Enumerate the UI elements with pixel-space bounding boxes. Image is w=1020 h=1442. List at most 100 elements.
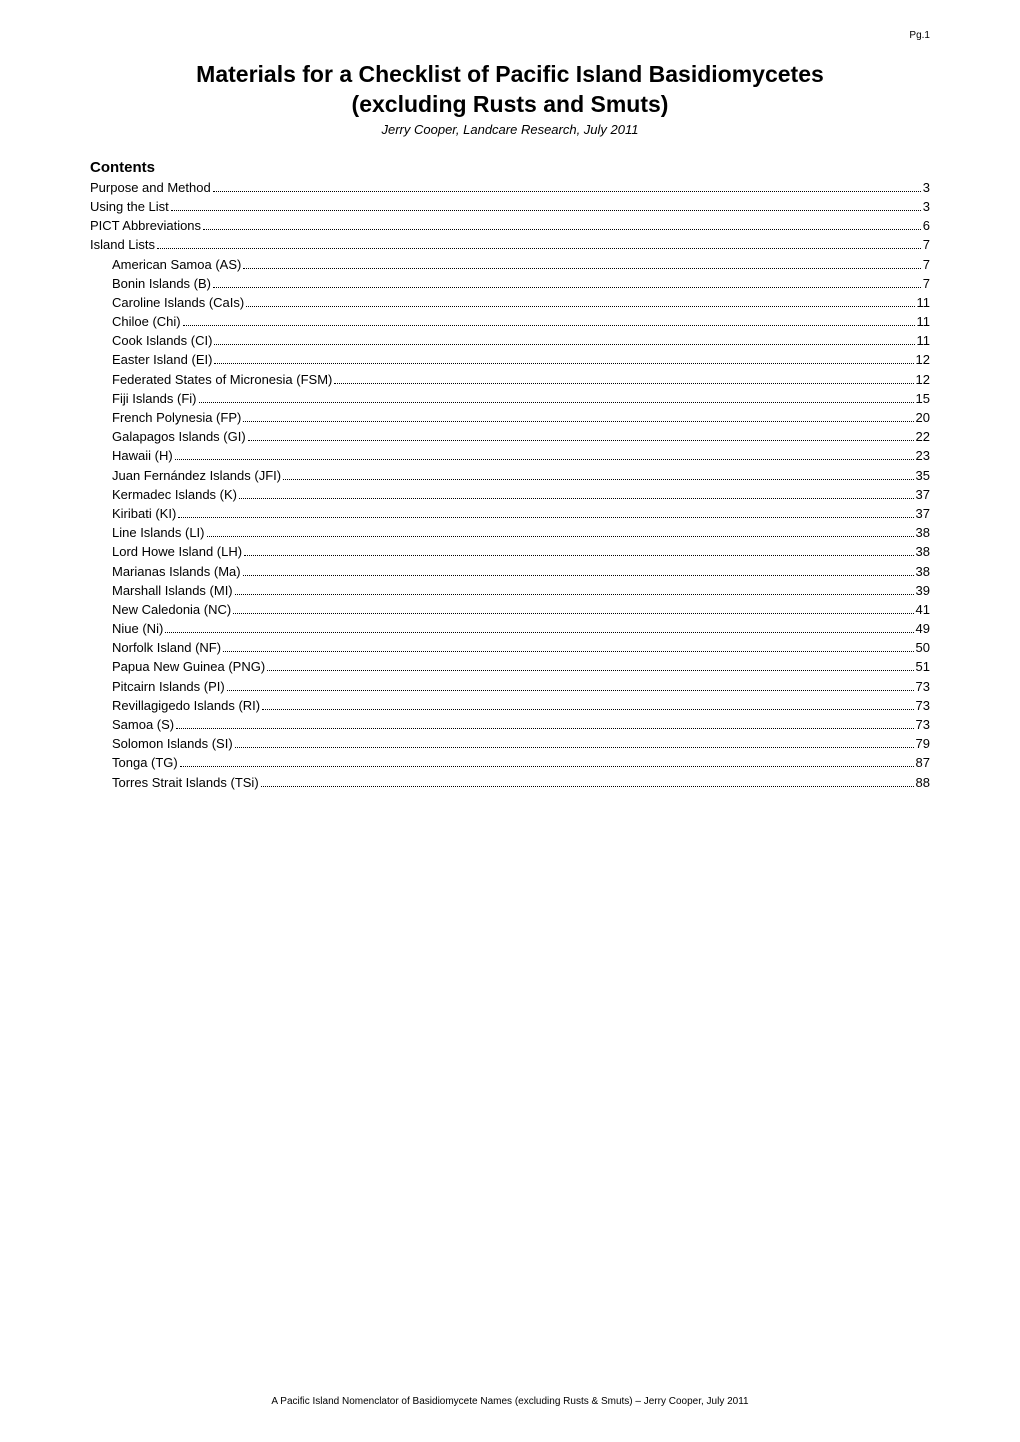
toc-entry-label: Norfolk Island (NF) (112, 640, 221, 655)
toc-entry: Solomon Islands (SI)79 (90, 736, 930, 751)
toc-leader (165, 632, 913, 633)
toc-entry: Samoa (S) 73 (90, 717, 930, 732)
toc-leader (207, 536, 914, 537)
toc-entry-label: Bonin Islands (B) (112, 276, 211, 291)
toc-entry-label: Easter Island (EI) (112, 352, 212, 367)
toc-entry: Norfolk Island (NF)50 (90, 640, 930, 655)
toc-entry-label: Kermadec Islands (K) (112, 487, 237, 502)
toc-entry: PICT Abbreviations 6 (90, 218, 930, 233)
toc-entry-label: PICT Abbreviations (90, 218, 201, 233)
toc-entry-label: American Samoa (AS) (112, 257, 241, 272)
toc-entry-label: Fiji Islands (Fi) (112, 391, 197, 406)
toc-entry-page: 35 (916, 468, 930, 483)
toc-entry-label: Kiribati (KI) (112, 506, 176, 521)
toc-leader (233, 613, 913, 614)
toc-entry-page: 51 (916, 659, 930, 674)
toc-entry-page: 87 (916, 755, 930, 770)
toc-leader (246, 306, 914, 307)
toc-entry-page: 73 (916, 717, 930, 732)
toc-entry-label: Using the List (90, 199, 169, 214)
toc-leader (248, 440, 914, 441)
toc-entry-page: 38 (916, 525, 930, 540)
toc-entry-label: Revillagigedo Islands (RI) (112, 698, 260, 713)
toc-entry-page: 79 (916, 736, 930, 751)
toc-entry: Caroline Islands (CaIs)11 (90, 295, 930, 310)
toc-entry-label: Pitcairn Islands (PI) (112, 679, 225, 694)
toc-entry: Line Islands (LI)38 (90, 525, 930, 540)
toc-entry-label: Chiloe (Chi) (112, 314, 181, 329)
toc-leader (261, 786, 914, 787)
toc-leader (214, 363, 913, 364)
toc-leader (223, 651, 913, 652)
toc-entry: Torres Strait Islands (TSi)88 (90, 775, 930, 790)
toc-leader (213, 191, 921, 192)
toc-entry-label: Lord Howe Island (LH) (112, 544, 242, 559)
toc-entry: Hawaii (H)23 (90, 448, 930, 463)
toc-entry: Marshall Islands (MI)39 (90, 583, 930, 598)
toc-leader (199, 402, 914, 403)
toc-entry-label: Papua New Guinea (PNG) (112, 659, 265, 674)
toc-leader (243, 268, 920, 269)
toc-entry-page: 7 (923, 237, 930, 252)
toc-leader (227, 690, 914, 691)
toc-entry: Niue (Ni)49 (90, 621, 930, 636)
toc-entry: Galapagos Islands (GI)22 (90, 429, 930, 444)
toc-entry-page: 37 (916, 506, 930, 521)
toc-entry: Cook Islands (CI) 11 (90, 333, 930, 348)
toc-entry-label: Purpose and Method (90, 180, 211, 195)
toc-entry-page: 11 (917, 314, 931, 329)
toc-entry: Federated States of Micronesia (FSM) 12 (90, 372, 930, 387)
document-subtitle: Jerry Cooper, Landcare Research, July 20… (90, 122, 930, 137)
toc-entry-label: Samoa (S) (112, 717, 174, 732)
toc-leader (213, 287, 921, 288)
document-title: Materials for a Checklist of Pacific Isl… (90, 60, 930, 120)
toc-entry-label: Island Lists (90, 237, 155, 252)
page-footer: A Pacific Island Nomenclator of Basidiom… (0, 1396, 1020, 1407)
toc-entry: French Polynesia (FP)20 (90, 410, 930, 425)
toc-entry-label: Tonga (TG) (112, 755, 178, 770)
toc-entry-label: Marianas Islands (Ma) (112, 564, 241, 579)
toc-entry-page: 7 (923, 276, 930, 291)
toc-entry: American Samoa (AS) 7 (90, 257, 930, 272)
toc-entry-page: 73 (916, 698, 930, 713)
toc-entry: Pitcairn Islands (PI) 73 (90, 679, 930, 694)
toc-entry: Easter Island (EI)12 (90, 352, 930, 367)
toc-entry-page: 11 (917, 333, 931, 348)
toc-entry-page: 3 (923, 180, 930, 195)
toc-leader (214, 344, 914, 345)
toc-entry-label: Cook Islands (CI) (112, 333, 212, 348)
toc-entry: Chiloe (Chi) 11 (90, 314, 930, 329)
toc-entry-page: 38 (916, 544, 930, 559)
toc-leader (243, 575, 914, 576)
toc-entry-page: 11 (917, 295, 931, 310)
toc-leader (175, 459, 914, 460)
toc-entry: Bonin Islands (B) 7 (90, 276, 930, 291)
toc-leader (157, 248, 921, 249)
toc-entry: Papua New Guinea (PNG) 51 (90, 659, 930, 674)
toc-entry: Lord Howe Island (LH) 38 (90, 544, 930, 559)
toc-entry: Using the List3 (90, 199, 930, 214)
toc-entry-page: 6 (923, 218, 930, 233)
table-of-contents: Purpose and Method 3 Using the List3 PICT A… (90, 180, 930, 790)
toc-entry-page: 12 (916, 372, 930, 387)
toc-entry-label: Hawaii (H) (112, 448, 173, 463)
toc-entry: New Caledonia (NC)41 (90, 602, 930, 617)
contents-heading: Contents (90, 159, 930, 176)
toc-entry-page: 15 (916, 391, 930, 406)
toc-entry: Juan Fernández Islands (JFI) 35 (90, 468, 930, 483)
toc-leader (235, 594, 914, 595)
toc-leader (262, 709, 913, 710)
toc-entry-label: Juan Fernández Islands (JFI) (112, 468, 281, 483)
toc-entry-page: 49 (916, 621, 930, 636)
toc-entry-page: 88 (916, 775, 930, 790)
toc-entry-page: 41 (916, 602, 930, 617)
toc-entry-page: 73 (916, 679, 930, 694)
toc-entry-page: 7 (923, 257, 930, 272)
title-line-2: (excluding Rusts and Smuts) (352, 91, 669, 117)
toc-entry-label: Galapagos Islands (GI) (112, 429, 246, 444)
toc-entry-page: 37 (916, 487, 930, 502)
toc-leader (203, 229, 921, 230)
toc-entry-page: 20 (916, 410, 930, 425)
toc-entry-label: Federated States of Micronesia (FSM) (112, 372, 332, 387)
toc-leader (176, 728, 913, 729)
